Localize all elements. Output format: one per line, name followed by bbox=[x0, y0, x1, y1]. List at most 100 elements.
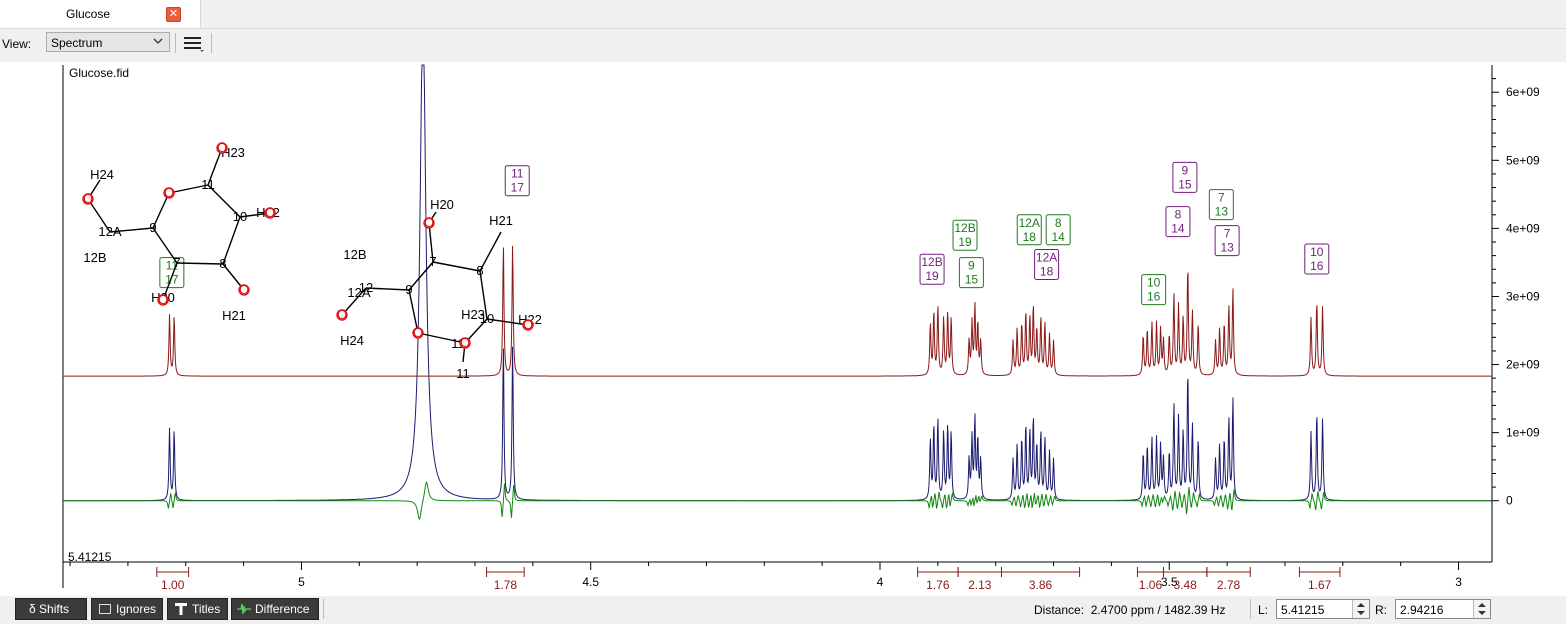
text-t-icon bbox=[175, 603, 187, 615]
bond-line bbox=[479, 270, 488, 320]
atom-label: O bbox=[424, 215, 434, 230]
peak-label-text: 12B bbox=[954, 221, 975, 235]
integral-value: 1.76 bbox=[926, 578, 950, 592]
right-bound-input[interactable]: 2.94216 bbox=[1395, 599, 1491, 619]
peak-label-text: 12B bbox=[921, 255, 942, 269]
tab-glucose[interactable]: Glucose ✕ bbox=[0, 0, 201, 28]
integral-value: 1.67 bbox=[1308, 578, 1332, 592]
view-select[interactable]: Spectrum bbox=[46, 32, 170, 52]
toolbar-divider bbox=[211, 33, 212, 53]
spectrum-plot[interactable]: Glucose.fid 5.41215 5 4.5 4 3.5 3 0 1e+09 2e+09… bbox=[0, 62, 1566, 594]
atom-label: 10 bbox=[233, 209, 247, 224]
axes: 5 4.5 4 3.5 3 0 1e+09 2e+09 3e+09 4e+09 5e+09 6e+09 bbox=[62, 65, 1540, 589]
y-tick-label: 1e+09 bbox=[1506, 426, 1540, 440]
shifts-button[interactable]: δ Shifts bbox=[15, 598, 87, 620]
atom-label: O bbox=[158, 292, 168, 307]
peak-label-text: 12A bbox=[1036, 250, 1057, 264]
atom-label: 12 bbox=[359, 280, 373, 295]
peak-assignment-label[interactable]: 814 bbox=[1045, 214, 1071, 246]
oxygen-atom bbox=[423, 217, 435, 229]
peak-label-text: 13 bbox=[1215, 205, 1229, 219]
peak-label-text: 12A bbox=[1019, 216, 1040, 230]
bond-line bbox=[87, 198, 111, 233]
titles-button[interactable]: Titles bbox=[167, 598, 228, 620]
peak-label-box bbox=[1016, 214, 1042, 246]
hamburger-menu-icon[interactable] bbox=[180, 33, 206, 53]
plot-filename: Glucose.fid bbox=[69, 66, 129, 80]
spin-arrows-icon[interactable] bbox=[1352, 600, 1369, 618]
ignore-box-icon bbox=[99, 604, 111, 614]
peak-label-text: 7 bbox=[1218, 191, 1225, 205]
atom-label: 12B bbox=[83, 250, 106, 265]
peak-assignment-label[interactable]: 814 bbox=[1165, 206, 1191, 238]
difference-label: Difference bbox=[255, 602, 310, 616]
peak-assignment-label[interactable]: 713 bbox=[1208, 189, 1234, 221]
integral-region[interactable]: 3.86 bbox=[1000, 567, 1081, 592]
atom-label: O bbox=[337, 307, 347, 322]
oxygen-atom bbox=[264, 207, 276, 219]
atom-label: O bbox=[460, 335, 470, 350]
bond-line bbox=[109, 227, 154, 233]
spin-arrows-icon[interactable] bbox=[1473, 600, 1490, 618]
y-tick-label: 3e+09 bbox=[1506, 289, 1540, 303]
integral-region[interactable]: 1.78 bbox=[486, 567, 525, 592]
bottom-bar: δ Shifts Ignores Titles Difference Dista… bbox=[0, 596, 1566, 624]
atom-label: 7 bbox=[173, 255, 180, 270]
atom-label: 12B bbox=[343, 247, 366, 262]
integral-value: 1.78 bbox=[494, 578, 518, 592]
ignores-label: Ignores bbox=[116, 602, 157, 616]
peak-label-box bbox=[1045, 214, 1071, 246]
integral-value: 1.00 bbox=[161, 578, 185, 592]
oxygen-atom bbox=[163, 187, 175, 199]
atom-label: H20 bbox=[430, 197, 454, 212]
peak-label-text: 7 bbox=[1224, 227, 1231, 241]
integral-region[interactable]: 1.00 bbox=[156, 567, 190, 592]
atom-label: 11 bbox=[456, 366, 470, 381]
integral-value: 3.86 bbox=[1029, 578, 1053, 592]
peak-label-text: 16 bbox=[1310, 259, 1324, 273]
bond-line bbox=[168, 184, 209, 194]
peak-assignment-label[interactable]: 915 bbox=[1172, 161, 1198, 193]
bond-line bbox=[479, 231, 502, 272]
bond-line bbox=[222, 216, 241, 265]
bond-line bbox=[152, 192, 170, 229]
integral-region[interactable]: 2.78 bbox=[1206, 567, 1251, 592]
x-tick-label: 4.5 bbox=[582, 575, 599, 589]
peak-assignment-label[interactable]: 915 bbox=[958, 257, 984, 289]
bond-line bbox=[152, 227, 178, 264]
peak-label-box bbox=[958, 257, 984, 289]
peak-label-text: 9 bbox=[968, 259, 975, 273]
peak-label-text: 11 bbox=[511, 167, 524, 181]
peak-label-text: 10 bbox=[1147, 276, 1161, 290]
integral-region[interactable]: 1.76 bbox=[917, 567, 959, 592]
integral-region[interactable]: 1.06 bbox=[1136, 567, 1164, 592]
view-label: View: bbox=[2, 37, 32, 51]
left-bound-input[interactable]: 5.41215 bbox=[1276, 599, 1370, 619]
peak-assignment-label[interactable]: 713 bbox=[1214, 225, 1240, 257]
integral-region[interactable]: 1.67 bbox=[1298, 567, 1341, 592]
molecule-structure-1[interactable]: H23O11OH24O10H22O12A912B78H20OOH21 bbox=[82, 140, 280, 323]
peak-label-box bbox=[1214, 225, 1240, 257]
spectrum-canvas[interactable]: Glucose.fid 5.41215 5 4.5 4 3.5 3 0 1e+09 2e+09… bbox=[0, 62, 1566, 594]
distance-caption: Distance: bbox=[1034, 603, 1085, 617]
left-bound-label: L: bbox=[1258, 603, 1269, 617]
ignores-button[interactable]: Ignores bbox=[91, 598, 163, 620]
integral-region[interactable]: 2.13 bbox=[957, 567, 1002, 592]
atom-label: 9 bbox=[405, 282, 412, 297]
peak-label-text: 15 bbox=[965, 273, 979, 287]
close-icon[interactable]: ✕ bbox=[166, 7, 181, 22]
peak-label-text: 15 bbox=[1178, 177, 1192, 191]
difference-button[interactable]: Difference bbox=[231, 598, 319, 620]
atom-label: O bbox=[83, 191, 93, 206]
oxygen-atom bbox=[522, 319, 534, 331]
atom-label: 9 bbox=[149, 220, 156, 235]
